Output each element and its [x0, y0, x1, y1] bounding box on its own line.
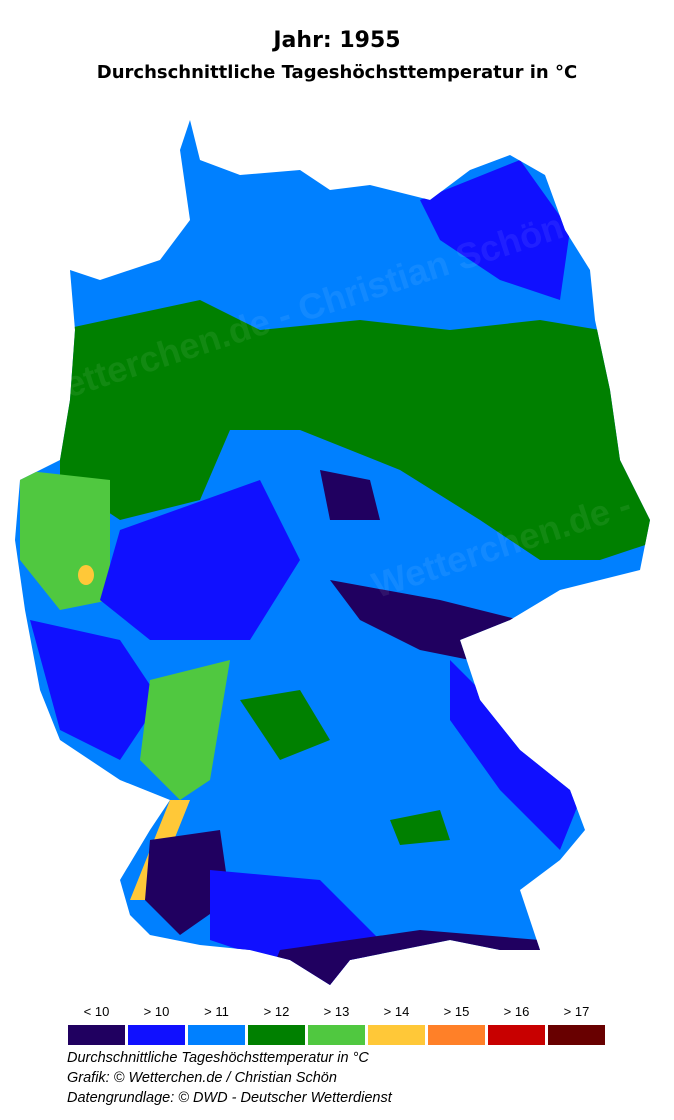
legend-swatch — [248, 1025, 305, 1045]
region-lt10-harz — [320, 470, 380, 520]
region-gt10-west — [30, 620, 160, 760]
region-lt10-black-forest — [145, 830, 230, 935]
legend-swatch — [188, 1025, 245, 1045]
legend-label: > 17 — [563, 1004, 590, 1019]
legend-swatch — [368, 1025, 425, 1045]
legend-label: > 10 — [143, 1004, 170, 1019]
legend-label: > 15 — [443, 1004, 470, 1019]
legend-swatch — [68, 1025, 125, 1045]
legend-label: > 13 — [323, 1004, 350, 1019]
legend-label: > 14 — [383, 1004, 410, 1019]
region-gt13-rhine — [140, 660, 230, 800]
legend-swatch — [128, 1025, 185, 1045]
legend-label: > 16 — [503, 1004, 530, 1019]
region-gt12-north — [60, 300, 650, 560]
region-gt14-spot — [78, 565, 94, 585]
region-gt12-main — [240, 690, 330, 760]
footer-source: Datengrundlage: © DWD - Deutscher Wetter… — [67, 1090, 392, 1106]
legend-label: > 11 — [204, 1004, 229, 1019]
legend-label: < 10 — [83, 1004, 110, 1019]
region-gt10-central — [100, 480, 300, 640]
region-gt10-bavarian-forest — [450, 660, 580, 850]
footer-credit: Grafik: © Wetterchen.de / Christian Schö… — [67, 1070, 337, 1086]
legend-swatch — [428, 1025, 485, 1045]
region-gt10-coast — [420, 160, 570, 300]
temperature-map — [15, 120, 650, 985]
legend-swatch — [308, 1025, 365, 1045]
region-gt12-danube — [390, 810, 450, 845]
legend-swatch — [548, 1025, 605, 1045]
legend-swatch — [488, 1025, 545, 1045]
footer-description: Durchschnittliche Tageshöchsttemperatur … — [67, 1050, 369, 1066]
map-title: Jahr: 1955 — [273, 28, 401, 53]
legend-label: > 12 — [263, 1004, 290, 1019]
map-subtitle: Durchschnittliche Tageshöchsttemperatur … — [96, 62, 578, 83]
